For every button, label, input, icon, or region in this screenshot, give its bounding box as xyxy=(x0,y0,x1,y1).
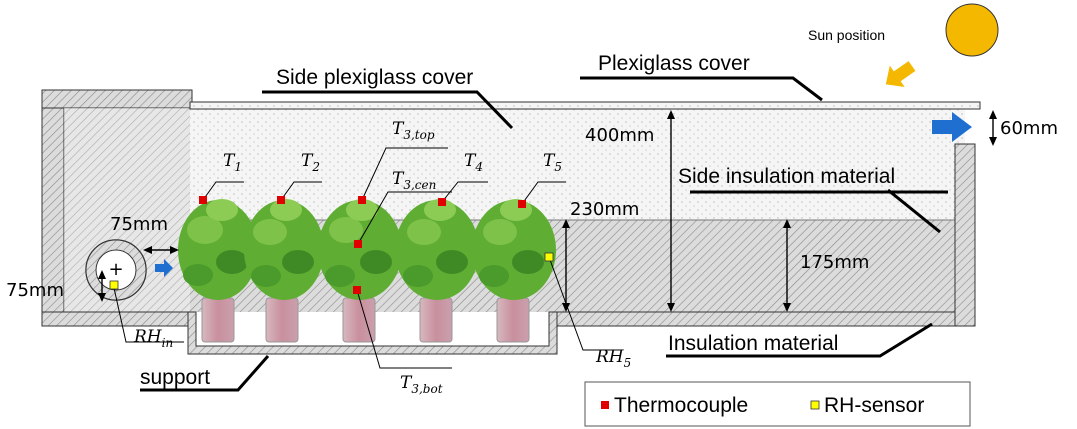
dimension-arrowheads xyxy=(98,110,997,312)
inlet-pipe-inner xyxy=(95,249,137,291)
air-region xyxy=(190,108,965,220)
plant-2 xyxy=(244,199,324,300)
bottom-insulation-left xyxy=(41,311,189,327)
bottom-insulation-right xyxy=(554,311,956,327)
dimension-230mm: 230mm xyxy=(570,199,639,220)
legend-rh-sensor-swatch xyxy=(810,400,820,410)
thermocouple-markers xyxy=(199,196,526,294)
label-rh-in: RHin xyxy=(133,327,173,350)
pot-1 xyxy=(201,297,235,343)
pot-5 xyxy=(496,297,530,343)
thermocouple-t4 xyxy=(438,198,446,206)
thermocouple-t5 xyxy=(518,200,526,208)
label-t4: T4 xyxy=(464,151,483,174)
side-plexiglass-cover-label: Side plexiglass cover xyxy=(276,66,473,89)
plant-3 xyxy=(318,199,402,300)
pipe-center-plus: + xyxy=(108,259,123,280)
plant-5 xyxy=(472,199,556,300)
leader-lines xyxy=(140,76,948,392)
label-rh-5: RH5 xyxy=(595,347,631,370)
right-wall xyxy=(954,143,976,327)
sun-position-label: Sun position xyxy=(808,27,885,43)
label-t3-top: T3,top xyxy=(392,119,435,142)
thermocouple-t3-bot xyxy=(353,286,361,294)
label-t5: T5 xyxy=(543,151,562,174)
sun-icon xyxy=(945,3,999,57)
plexiglass-cover-shape xyxy=(189,101,981,110)
outlet-flow-arrow-icon xyxy=(932,112,972,142)
side-insulation-material-label: Side insulation material xyxy=(678,165,895,188)
rh-sensor-5 xyxy=(544,252,554,262)
thermocouple-t3-cen xyxy=(354,240,362,248)
plant-4 xyxy=(395,199,479,300)
insulation-material-label: Insulation material xyxy=(668,332,838,355)
pots xyxy=(201,297,530,343)
legend: Thermocouple RH-sensor xyxy=(584,381,971,427)
sun-direction-arrow-icon xyxy=(885,61,916,87)
thermocouple-t3-top xyxy=(358,196,366,204)
support-tray xyxy=(187,311,558,355)
inlet-box-top xyxy=(41,89,193,109)
legend-thermocouple-swatch xyxy=(601,401,609,409)
dimension-60mm: 60mm xyxy=(1000,118,1058,139)
label-t1: T1 xyxy=(223,151,242,174)
thermocouple-t2 xyxy=(277,196,285,204)
dimension-175mm: 175mm xyxy=(800,252,869,273)
sensor-leaders xyxy=(113,147,620,369)
label-t3-cen: T3,cen xyxy=(392,169,436,192)
support-label: support xyxy=(140,366,210,389)
dimension-400mm: 400mm xyxy=(585,125,654,146)
rh-sensor-in xyxy=(109,280,119,290)
legend-rh-sensor-label: RH-sensor xyxy=(824,394,924,417)
pot-4 xyxy=(419,297,453,343)
dimension-75mm-left: 75mm xyxy=(6,280,64,301)
plant-1 xyxy=(178,199,258,300)
dimension-75mm-top: 75mm xyxy=(110,214,168,235)
label-t2: T2 xyxy=(301,151,320,174)
legend-thermocouple-label: Thermocouple xyxy=(614,394,748,417)
thermocouple-t1 xyxy=(199,196,207,204)
pot-2 xyxy=(265,297,299,343)
legend-box xyxy=(584,381,971,427)
rh-sensor-markers xyxy=(109,252,554,290)
inlet-flow-arrow-icon xyxy=(155,259,173,277)
plants xyxy=(178,199,556,300)
plexiglass-cover-label: Plexiglass cover xyxy=(598,52,750,75)
label-t3-bot: T3,bot xyxy=(400,373,443,396)
